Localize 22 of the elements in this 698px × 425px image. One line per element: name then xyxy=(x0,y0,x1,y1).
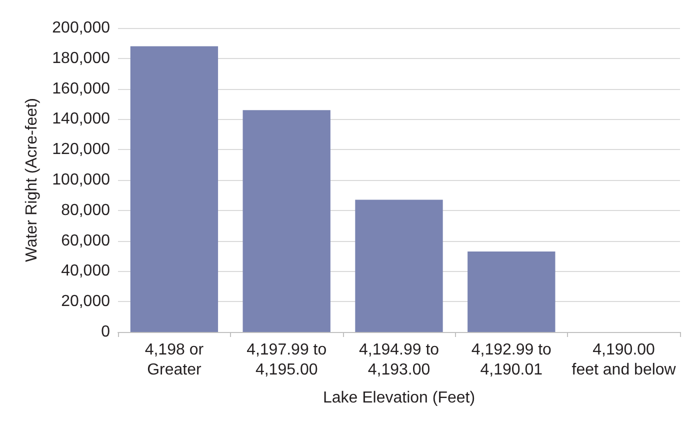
x-tick-label: 4,198 or Greater xyxy=(144,342,204,378)
y-axis-title: Water Right (Acre-feet) xyxy=(24,98,40,262)
y-tick-label: 180,000 xyxy=(52,50,110,67)
x-tick-label: 4,192.99 to 4,190.01 xyxy=(471,342,552,378)
bar xyxy=(130,46,218,332)
x-tick-label: 4,197.99 to 4,195.00 xyxy=(246,342,327,378)
y-tick-label: 120,000 xyxy=(52,141,110,158)
y-tick-label: 20,000 xyxy=(61,293,110,310)
y-tick-label: 200,000 xyxy=(52,20,110,36)
x-tick-label: 4,194.99 to 4,193.00 xyxy=(358,342,440,378)
y-tick-label: 80,000 xyxy=(61,202,110,219)
y-tick-label: 60,000 xyxy=(61,232,110,250)
y-tick-label: 40,000 xyxy=(61,262,110,280)
y-tick-label: 100,000 xyxy=(52,172,110,188)
y-tick-label: 140,000 xyxy=(52,110,110,128)
bar xyxy=(242,110,330,332)
x-tick-label: 4,190.00 feet and below xyxy=(572,342,676,378)
y-tick-label: 160,000 xyxy=(52,80,110,98)
y-tick-label: 0 xyxy=(101,324,110,340)
x-axis-title: Lake Elevation (Feet) xyxy=(322,390,476,406)
bar xyxy=(468,251,556,332)
bar xyxy=(355,200,443,332)
